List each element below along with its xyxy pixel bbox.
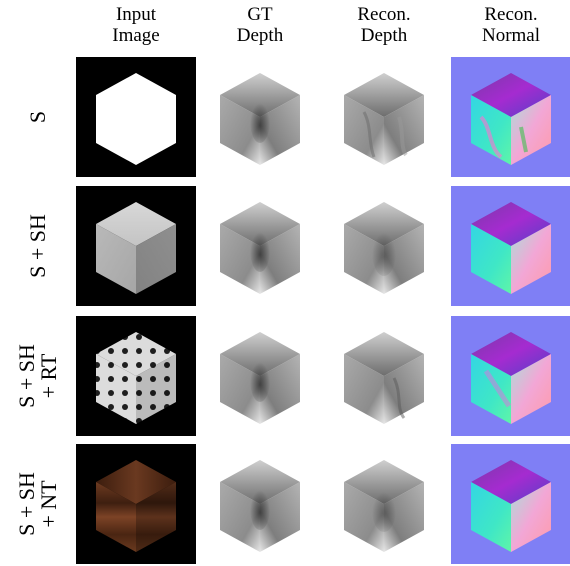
row-header-s-sh-rt: S + SH + RT xyxy=(0,316,76,436)
panel-input-image-s-sh-nt xyxy=(76,444,196,564)
row-header-s: S xyxy=(0,57,76,177)
row-header-s-sh: S + SH xyxy=(0,186,76,306)
column-header-line: Normal xyxy=(481,25,541,46)
row-header-line: S + SH xyxy=(13,344,39,408)
column-header-line: Image xyxy=(112,25,160,46)
panel-input-image-s-sh-rt xyxy=(76,316,196,436)
column-header-input-image: Input Image xyxy=(76,4,196,46)
row-header-line: + RT xyxy=(35,353,61,399)
column-header-line: Input xyxy=(115,4,157,25)
column-header-line: Depth xyxy=(236,25,284,46)
column-header-recon-depth: Recon. Depth xyxy=(324,4,444,46)
panel-recon-depth-s-sh xyxy=(324,186,444,306)
panel-recon-normal-s-sh-nt xyxy=(451,444,570,564)
row-header-line: S + SH xyxy=(13,472,39,536)
row-header-s-sh-nt: S + SH + NT xyxy=(0,444,76,564)
column-header-gt-depth: GT Depth xyxy=(200,4,320,46)
row-header-line: S + SH xyxy=(24,214,50,278)
column-header-line: Depth xyxy=(360,25,408,46)
row-header-line: S xyxy=(25,110,50,124)
panel-recon-normal-s-sh xyxy=(451,186,570,306)
column-header-line: GT xyxy=(247,4,273,25)
panel-input-image-s xyxy=(76,57,196,177)
column-header-line: Recon. xyxy=(357,4,411,25)
panel-gt-depth-s-sh-nt xyxy=(200,444,320,564)
column-header-line: Recon. xyxy=(484,4,538,25)
panel-gt-depth-s-sh xyxy=(200,186,320,306)
row-header-line: + NT xyxy=(35,480,61,528)
panel-recon-normal-s xyxy=(451,57,570,177)
panel-input-image-s-sh xyxy=(76,186,196,306)
column-header-recon-normal: Recon. Normal xyxy=(451,4,570,46)
panel-gt-depth-s-sh-rt xyxy=(200,316,320,436)
panel-recon-depth-s-sh-nt xyxy=(324,444,444,564)
panel-recon-depth-s xyxy=(324,57,444,177)
panel-gt-depth-s xyxy=(200,57,320,177)
panel-recon-depth-s-sh-rt xyxy=(324,316,444,436)
panel-recon-normal-s-sh-rt xyxy=(451,316,570,436)
